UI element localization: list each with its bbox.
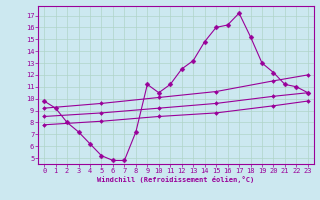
X-axis label: Windchill (Refroidissement éolien,°C): Windchill (Refroidissement éolien,°C) [97,176,255,183]
